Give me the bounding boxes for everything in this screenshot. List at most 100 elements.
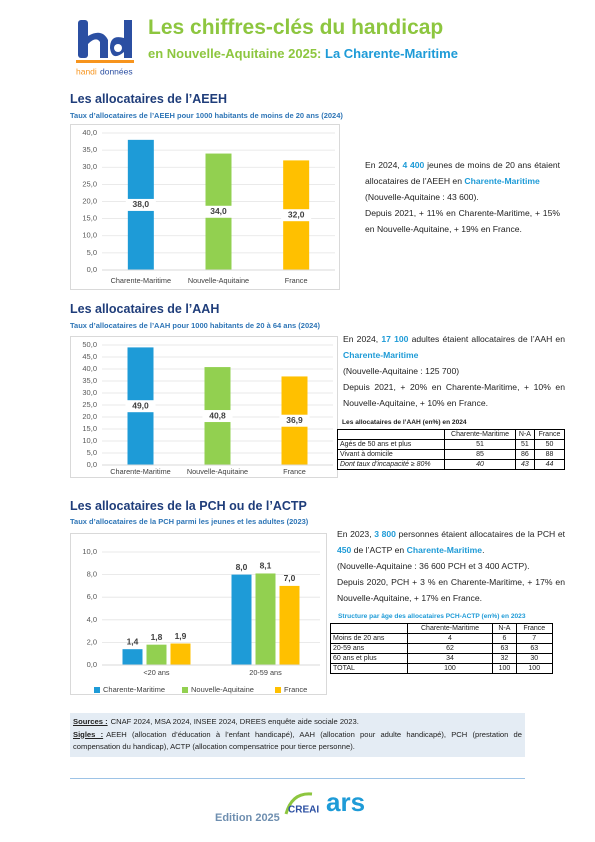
table-header-row: Charente-Maritime N-A France bbox=[336, 429, 566, 440]
column-header: Charente-Maritime bbox=[406, 623, 494, 634]
table-cell: 34 bbox=[406, 653, 494, 664]
y-tick-label: 10,0 bbox=[82, 436, 97, 445]
y-tick-label: 15,0 bbox=[82, 424, 97, 433]
table-cell: 43 bbox=[514, 459, 535, 470]
x-tick-label: Nouvelle-Aquitaine bbox=[187, 467, 248, 476]
section-subheading: Taux d’allocataires de l’AAH pour 1000 h… bbox=[70, 321, 320, 330]
table-row: 60 ans et plus 34 32 30 bbox=[330, 653, 554, 664]
table-corner bbox=[336, 429, 446, 440]
subtitle-text: en Nouvelle-Aquitaine 2025: bbox=[148, 46, 325, 61]
table-cell: 30 bbox=[515, 653, 554, 664]
table-corner bbox=[330, 623, 408, 634]
y-tick-label: 10,0 bbox=[82, 547, 97, 556]
chart-frame bbox=[70, 533, 327, 695]
value-label: 1,9 bbox=[175, 631, 187, 641]
body-text: (Nouvelle-Aquitaine : 43 600). bbox=[365, 192, 479, 202]
chart: 0,0 5,0 10,0 15,0 20,0 25,0 30,0 35,0 40,0 Charen… bbox=[70, 124, 340, 290]
table-cell: 7 bbox=[515, 633, 554, 644]
value-label: 34,0 bbox=[210, 206, 227, 216]
body-text: (Nouvelle-Aquitaine : 125 700) bbox=[343, 366, 460, 376]
sources-text: CNAF 2024, MSA 2024, INSEE 2024, DREES e… bbox=[110, 717, 359, 726]
x-tick-label: France bbox=[283, 467, 306, 476]
paragraph: Depuis 2021, + 20% en Charente-Maritime,… bbox=[343, 379, 565, 411]
body-text: Depuis 2021, + 20% en Charente-Maritime,… bbox=[343, 382, 565, 408]
value-label: 36,9 bbox=[286, 415, 303, 425]
highlight-text: Charente-Maritime bbox=[406, 545, 483, 555]
logo-shape bbox=[284, 792, 313, 815]
sigles-label: Sigles : bbox=[73, 729, 104, 739]
y-tick-label: 0,0 bbox=[87, 265, 97, 274]
section-heading: Les allocataires de la PCH ou de l’ACTP bbox=[70, 499, 307, 513]
paragraph: En 2024, 17 100 adultes étaient allocata… bbox=[343, 331, 565, 363]
logo-text: CREAI bbox=[288, 805, 319, 816]
table-cell: 86 bbox=[514, 449, 535, 460]
x-tick-label: Charente-Maritime bbox=[110, 467, 170, 476]
x-tick-label: <20 ans bbox=[143, 668, 170, 677]
row-header: Dont taux d’incapacité ≥ 80% bbox=[336, 459, 446, 470]
logo-text: ars bbox=[326, 787, 365, 817]
table-header-row: Charente-Maritime N-A France bbox=[330, 623, 554, 634]
doc-subtitle: en Nouvelle-Aquitaine 2025: La Charente-… bbox=[148, 46, 458, 61]
section-heading: Les allocataires de l’AAH bbox=[70, 302, 220, 316]
body-text: personnes étaient allocataires de la PCH… bbox=[395, 529, 566, 539]
logo-text: données bbox=[100, 66, 133, 76]
y-tick-label: 20,0 bbox=[82, 196, 97, 205]
bar bbox=[146, 644, 167, 665]
table-cell: 40 bbox=[444, 459, 516, 470]
section-heading: Les allocataires de l’AEEH bbox=[70, 92, 228, 106]
table-cell: 63 bbox=[515, 643, 554, 654]
table-cell: 85 bbox=[444, 449, 516, 460]
table-cell: 51 bbox=[514, 439, 535, 450]
table-cell: 88 bbox=[533, 449, 566, 460]
sigles: Sigles : AEEH (allocation d’éducation à l… bbox=[73, 729, 522, 754]
body-text: adultes étaient allocataires de l’AAH en bbox=[408, 334, 565, 344]
sources-label: Sources : bbox=[73, 717, 108, 726]
body-text: Depuis 2020, PCH + 3 % en Charente-Marit… bbox=[337, 577, 565, 603]
bar bbox=[231, 574, 252, 665]
legend-label: Nouvelle-Aquitaine bbox=[191, 685, 254, 694]
value-label: 7,0 bbox=[284, 573, 296, 583]
y-tick-label: 40,0 bbox=[82, 128, 97, 137]
paragraph: (Nouvelle-Aquitaine : 125 700) bbox=[343, 363, 565, 379]
y-tick-label: 45,0 bbox=[82, 352, 97, 361]
label-bg bbox=[279, 414, 310, 427]
y-tick-label: 8,0 bbox=[87, 570, 97, 579]
label-bg bbox=[281, 209, 312, 222]
doc-title: Les chiffres-clés du handicap bbox=[148, 16, 444, 39]
legend-label: France bbox=[284, 685, 307, 694]
legend-swatch bbox=[182, 687, 188, 693]
sigles-text: AEEH (allocation d’éducation à l’enfant … bbox=[73, 729, 522, 752]
logo-text: handi bbox=[76, 66, 97, 76]
value-label: 40,8 bbox=[209, 410, 226, 420]
column-header: N-A bbox=[514, 429, 535, 440]
value-label: 49,0 bbox=[132, 400, 149, 410]
row-header: 60 ans et plus bbox=[330, 653, 408, 664]
logo-shape bbox=[110, 20, 132, 58]
column-header: N-A bbox=[492, 623, 517, 634]
paragraph-block: En 2024, 4 400 jeunes de moins de 20 ans… bbox=[365, 157, 560, 237]
legend-swatch bbox=[275, 687, 281, 693]
value-label: 32,0 bbox=[288, 209, 305, 219]
paragraph: En 2024, 4 400 jeunes de moins de 20 ans… bbox=[365, 157, 560, 189]
row-header: Moins de 20 ans bbox=[330, 633, 408, 644]
y-tick-label: 30,0 bbox=[82, 162, 97, 171]
label-bg bbox=[125, 400, 156, 413]
section-subheading: Taux d’allocataires de la PCH parmi les … bbox=[70, 517, 309, 526]
row-header: Vivant à domicile bbox=[336, 449, 446, 460]
row-header: 20-59 ans bbox=[330, 643, 408, 654]
table-row: Agés de 50 ans et plus 51 51 50 bbox=[336, 439, 566, 450]
highlight-text: 3 800 bbox=[374, 529, 396, 539]
highlight-text: Charente-Maritime bbox=[343, 350, 419, 360]
body-text: jeunes de moins de 20 ans étaient alloca… bbox=[365, 160, 561, 186]
table-cell: 51 bbox=[444, 439, 516, 450]
y-tick-label: 40,0 bbox=[82, 364, 97, 373]
paragraph-block: En 2024, 17 100 adultes étaient allocata… bbox=[343, 331, 565, 411]
paragraph: En 2023, 3 800 personnes étaient allocat… bbox=[337, 526, 565, 558]
table-cell: 63 bbox=[492, 643, 517, 654]
logo-shape bbox=[78, 20, 88, 58]
bar bbox=[122, 649, 143, 665]
y-tick-label: 10,0 bbox=[82, 231, 97, 240]
paragraph: (Nouvelle-Aquitaine : 43 600). bbox=[365, 189, 560, 205]
table-cell: 32 bbox=[492, 653, 517, 664]
